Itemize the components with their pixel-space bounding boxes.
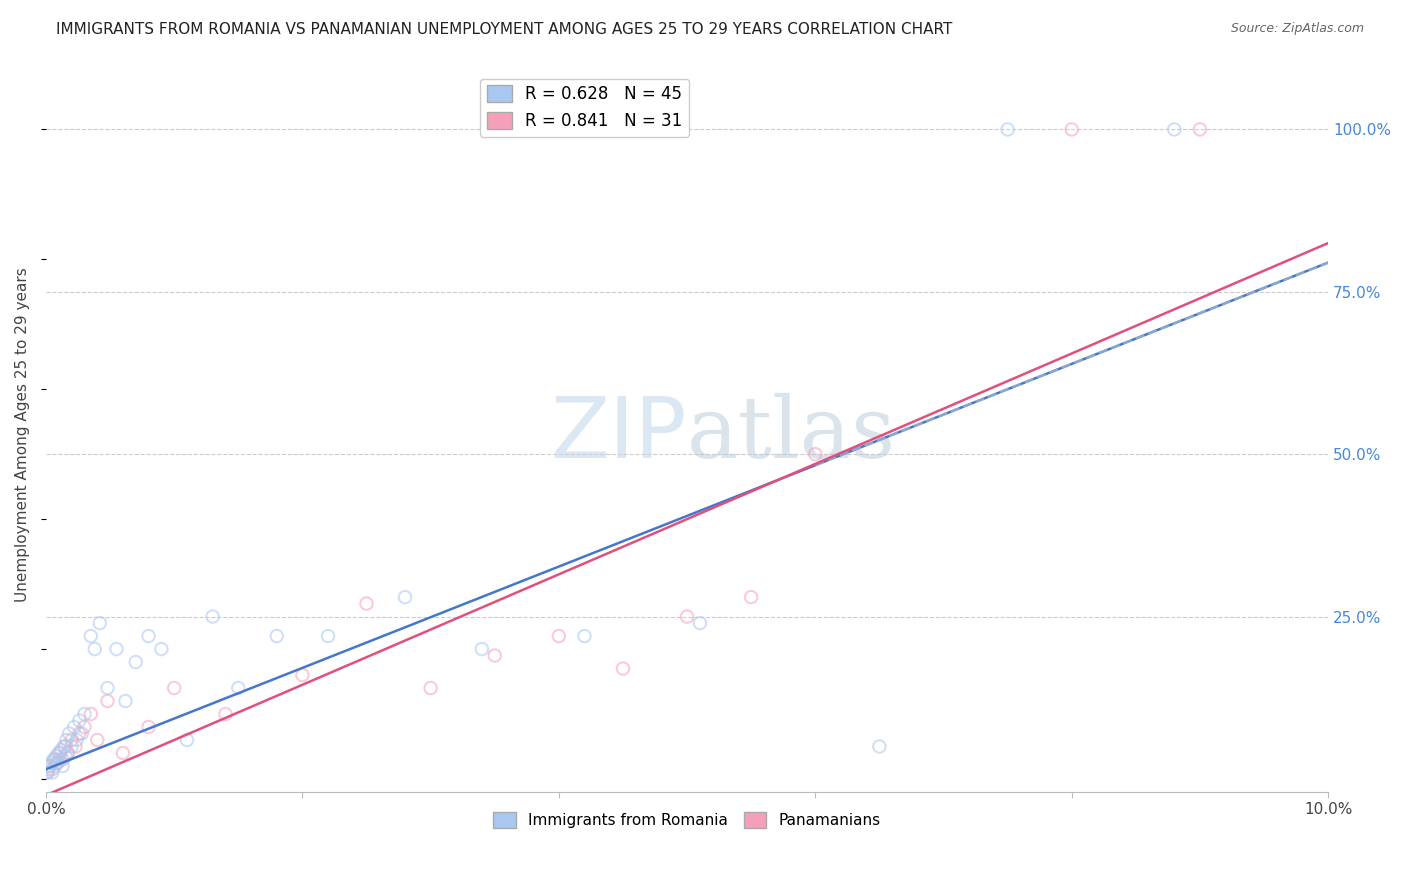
Point: [419, 681, 441, 695]
Point: [125, 655, 148, 669]
Point: [96, 681, 118, 695]
Point: [41, 762, 63, 776]
Point: [163, 681, 186, 695]
Text: IMMIGRANTS FROM ROMANIA VS PANAMANIAN UNEMPLOYMENT AMONG AGES 25 TO 29 YEARS COR: IMMIGRANTS FROM ROMANIA VS PANAMANIAN UN…: [56, 22, 953, 37]
Point: [56, 746, 79, 760]
Point: [316, 629, 339, 643]
Point: [55, 733, 77, 747]
Text: Source: ZipAtlas.com: Source: ZipAtlas.com: [1230, 22, 1364, 36]
Point: [868, 739, 890, 754]
Point: [114, 694, 136, 708]
Point: [138, 720, 160, 734]
Point: [42, 752, 65, 766]
Point: [612, 661, 634, 675]
Point: [52, 739, 75, 754]
Point: [65, 739, 87, 754]
Point: [226, 681, 249, 695]
Text: atlas: atlas: [688, 393, 896, 476]
Point: [201, 609, 224, 624]
Point: [52, 759, 75, 773]
Point: [63, 720, 86, 734]
Point: [48, 746, 70, 760]
Point: [214, 706, 236, 721]
Point: [52, 752, 75, 766]
Point: [37, 765, 59, 780]
Point: [49, 746, 72, 760]
Point: [176, 733, 198, 747]
Point: [53, 739, 76, 754]
Point: [66, 733, 89, 747]
Point: [60, 739, 83, 754]
Point: [96, 694, 118, 708]
Point: [574, 629, 596, 643]
Point: [394, 590, 416, 604]
Point: [138, 629, 160, 643]
Point: [266, 629, 288, 643]
Point: [547, 629, 569, 643]
Point: [44, 752, 66, 766]
Point: [41, 765, 63, 780]
Point: [38, 759, 60, 773]
Point: [689, 616, 711, 631]
Point: [46, 756, 69, 770]
Point: [58, 726, 80, 740]
Point: [80, 706, 103, 721]
Point: [150, 642, 173, 657]
Point: [51, 743, 73, 757]
Point: [86, 733, 108, 747]
Text: ZIP: ZIP: [551, 393, 688, 476]
Point: [740, 590, 762, 604]
Point: [53, 749, 76, 764]
Point: [484, 648, 506, 663]
Point: [56, 746, 79, 760]
Point: [39, 756, 62, 770]
Point: [49, 752, 72, 766]
Point: [1163, 122, 1185, 136]
Point: [70, 726, 93, 740]
Point: [105, 642, 128, 657]
Point: [73, 706, 96, 721]
Point: [997, 122, 1019, 136]
Point: [38, 762, 60, 776]
Point: [804, 447, 827, 461]
Point: [73, 720, 96, 734]
Point: [1060, 122, 1083, 136]
Point: [291, 668, 314, 682]
Point: [67, 726, 90, 740]
Point: [471, 642, 494, 657]
Point: [676, 609, 699, 624]
Point: [1188, 122, 1211, 136]
Point: [83, 642, 105, 657]
Legend: Immigrants from Romania, Panamanians: Immigrants from Romania, Panamanians: [486, 806, 887, 834]
Point: [80, 629, 103, 643]
Point: [67, 714, 90, 728]
Point: [37, 765, 59, 780]
Point: [45, 749, 67, 764]
Point: [111, 746, 134, 760]
Point: [60, 733, 83, 747]
Point: [89, 616, 111, 631]
Point: [44, 759, 66, 773]
Point: [38, 759, 60, 773]
Point: [356, 597, 378, 611]
Point: [46, 756, 69, 770]
Y-axis label: Unemployment Among Ages 25 to 29 years: Unemployment Among Ages 25 to 29 years: [15, 268, 30, 602]
